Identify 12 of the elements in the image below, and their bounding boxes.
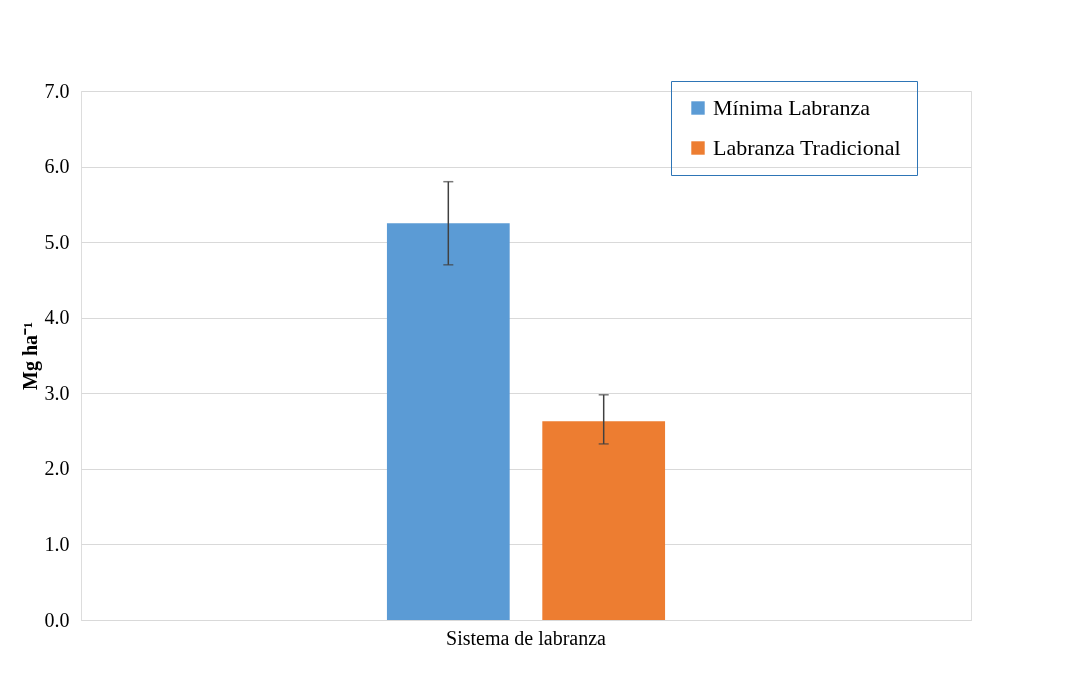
y-tick-label: 6.0 (44, 155, 70, 178)
x-tick-label: Sistema de labranza (446, 626, 607, 649)
legend-label: Labranza Tradicional (713, 135, 901, 160)
y-tick-label: 7.0 (44, 79, 70, 102)
y-tick-label: 4.0 (44, 306, 70, 329)
y-tick-label: 0.0 (44, 608, 70, 631)
y-tick-label: 1.0 (44, 532, 70, 555)
y-tick-label: 5.0 (44, 230, 70, 253)
legend-label: Mínima Labranza (713, 95, 871, 120)
y-tick-label: 2.0 (44, 457, 70, 480)
y-tick-label: 3.0 (44, 381, 70, 404)
y-axis-title: Mg ha⁻¹ (18, 322, 42, 390)
